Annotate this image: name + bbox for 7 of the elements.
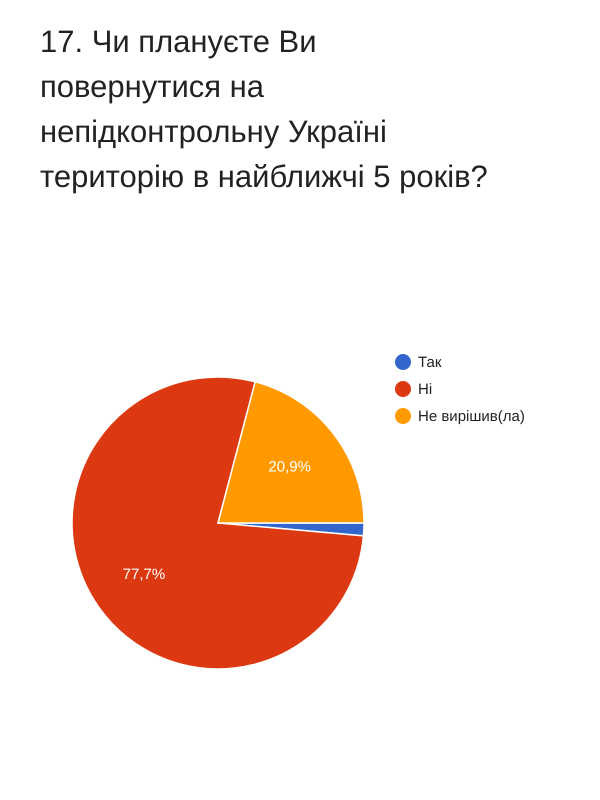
legend-label: Ні — [418, 381, 432, 398]
chart-title: 17. Чи плануєте Ви повернутися на непідконтрольну Україні територію в найближчі 5 років? — [40, 24, 488, 194]
data-label: 20,9% — [268, 458, 311, 476]
legend-label: Не вирішив(ла) — [418, 408, 525, 425]
data-label: 77,7% — [122, 566, 166, 584]
legend-label: Так — [418, 354, 442, 371]
pie-slice — [71, 376, 364, 670]
